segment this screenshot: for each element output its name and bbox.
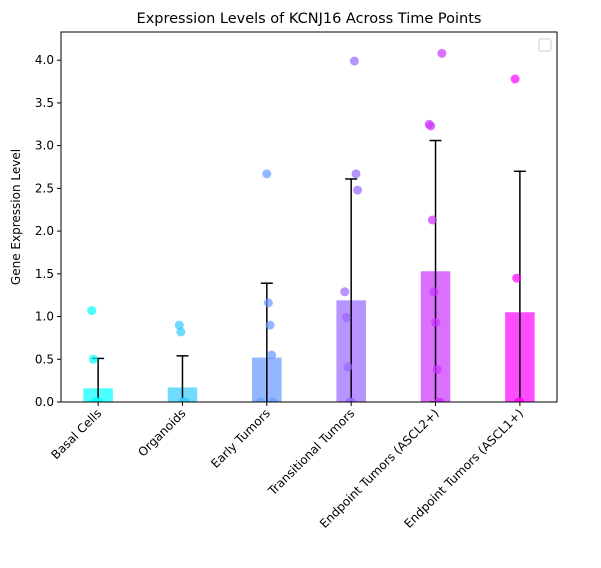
data-point bbox=[435, 397, 445, 402]
data-point bbox=[263, 298, 273, 308]
y-tick-label: 0.0 bbox=[35, 395, 54, 409]
data-point bbox=[341, 312, 351, 322]
data-point bbox=[426, 121, 436, 131]
axes-frame bbox=[60, 31, 558, 403]
y-tick-label: 3.5 bbox=[35, 96, 54, 110]
data-point bbox=[353, 185, 363, 195]
y-tick-label: 2.5 bbox=[35, 181, 54, 195]
data-point bbox=[255, 397, 265, 402]
data-point bbox=[176, 327, 186, 337]
data-point bbox=[346, 397, 356, 402]
data-point bbox=[181, 397, 191, 402]
data-point bbox=[427, 215, 437, 225]
chart-title: Expression Levels of KCNJ16 Across Time … bbox=[137, 11, 482, 27]
legend-box bbox=[538, 38, 552, 52]
data-point bbox=[262, 169, 272, 179]
y-tick-label: 4.0 bbox=[35, 53, 54, 67]
x-tick-label: Transitional Tumors bbox=[265, 406, 358, 499]
x-tick-label: Basal Cells bbox=[48, 406, 104, 462]
data-point bbox=[437, 48, 447, 58]
plot-area bbox=[83, 48, 535, 402]
x-tick-label: Organoids bbox=[135, 406, 188, 459]
data-point bbox=[512, 273, 522, 283]
data-point bbox=[343, 362, 353, 372]
data-point bbox=[515, 397, 525, 402]
y-axis-label: Gene Expression Level bbox=[9, 149, 23, 285]
data-point bbox=[349, 56, 359, 66]
data-point bbox=[88, 354, 98, 364]
data-point bbox=[429, 287, 439, 297]
data-point bbox=[93, 397, 103, 402]
data-point bbox=[268, 397, 278, 402]
y-tick-label: 3.0 bbox=[35, 139, 54, 153]
data-point bbox=[432, 365, 442, 375]
y-tick-label: 1.0 bbox=[35, 310, 54, 324]
y-tick-label: 1.5 bbox=[35, 267, 54, 281]
y-tick-label: 2.0 bbox=[35, 224, 54, 238]
y-tick-label: 0.5 bbox=[35, 352, 54, 366]
data-point bbox=[267, 350, 277, 360]
data-point bbox=[510, 74, 520, 84]
data-point bbox=[174, 320, 184, 330]
data-point bbox=[265, 320, 275, 330]
x-tick-label: Early Tumors bbox=[208, 406, 273, 471]
data-point bbox=[351, 169, 361, 179]
data-point bbox=[431, 318, 441, 328]
data-point bbox=[87, 306, 97, 316]
data-point bbox=[340, 287, 350, 297]
